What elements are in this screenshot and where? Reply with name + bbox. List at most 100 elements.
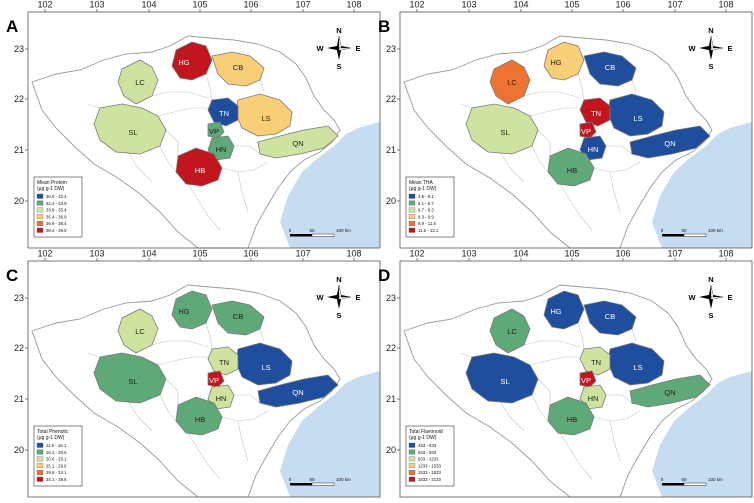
- legend-item-label: 32.4 - 33.9: [46, 201, 67, 206]
- compass-n-label: N: [336, 26, 341, 35]
- district-boundary: [499, 400, 525, 432]
- province-label-hb: HB: [567, 166, 577, 175]
- district-boundary: [237, 171, 249, 213]
- legend-item-label: 11.5 - 13.1: [418, 228, 439, 233]
- legend-unit: (µg g-1 DW): [37, 186, 65, 192]
- province-hg: [543, 41, 585, 81]
- legend-swatch: [408, 193, 416, 199]
- lon-tick-label: 102: [409, 0, 424, 10]
- province-hb: [175, 147, 223, 187]
- compass-rose-icon: [699, 284, 724, 309]
- compass-e-label: E: [355, 293, 360, 302]
- legend-item-label: 1533 - 1833: [418, 470, 442, 475]
- province-vp: [207, 121, 225, 139]
- province-vp: [579, 121, 597, 139]
- legend-item-label: 933 - 1233: [418, 457, 439, 462]
- province-hg: [171, 290, 213, 330]
- district-boundary: [529, 107, 584, 117]
- lon-tick-label: 102: [37, 0, 52, 10]
- legend-item-label: 9.9 - 11.5: [418, 221, 436, 226]
- scale-zero-label: 0: [661, 228, 664, 233]
- lon-tick-label: 103: [461, 0, 476, 10]
- lat-tick-label: 20: [14, 196, 24, 206]
- province-vp: [207, 370, 225, 388]
- panel-letter: D: [378, 266, 390, 285]
- legend-item-label: 36.9 - 38.4: [46, 221, 67, 226]
- province-label-cb: CB: [233, 63, 243, 72]
- sea-area: [280, 122, 380, 248]
- district-boundary: [165, 129, 179, 156]
- district-boundary: [606, 394, 633, 404]
- scale-mid-label: 50: [309, 228, 315, 233]
- district-boundary: [187, 183, 221, 231]
- province-hn: [207, 384, 235, 410]
- map-panel-a: LC HG CB SL TN LS VP HN HB QN 102 103 104 105 106 107 10…: [6, 0, 381, 249]
- lon-tick-label: 104: [141, 249, 156, 259]
- province-label-vp: VP: [209, 376, 219, 385]
- district-boundary: [459, 103, 473, 109]
- lat-tick-label: 21: [14, 394, 24, 404]
- province-ls: [607, 342, 665, 386]
- legend-item-label: 333 - 633: [418, 443, 437, 448]
- map-frame: [399, 11, 753, 249]
- legend-swatch: [36, 207, 44, 213]
- compass-n-label: N: [708, 275, 713, 284]
- lon-tick-label: 104: [141, 0, 156, 10]
- province-qn: [257, 125, 339, 159]
- province-tn: [579, 346, 611, 376]
- province-label-hg: HG: [178, 58, 189, 67]
- province-label-lc: LC: [507, 327, 517, 336]
- legend-item-label: 633 - 933: [418, 450, 437, 455]
- legend-swatch: [408, 207, 416, 213]
- lon-tick-label: 106: [615, 249, 630, 259]
- province-label-vp: VP: [581, 376, 591, 385]
- compass-e-label: E: [355, 44, 360, 53]
- province-label-hn: HN: [216, 394, 227, 403]
- sea-area: [652, 122, 752, 248]
- lat-tick-label: 20: [14, 445, 24, 455]
- legend-item-label: 11.6 - 16.1: [46, 443, 67, 448]
- legend-item-label: 1233 - 1533: [418, 463, 442, 468]
- district-boundary: [577, 322, 585, 350]
- district-boundary: [559, 183, 593, 231]
- district-boundary: [609, 420, 621, 462]
- province-lc: [489, 59, 531, 105]
- province-label-lc: LC: [507, 78, 517, 87]
- compass-rose-icon: [327, 284, 352, 309]
- district-boundary: [609, 171, 621, 213]
- district-boundary: [87, 103, 101, 109]
- legend-swatch: [36, 449, 44, 455]
- scale-end-label: 100 km: [708, 477, 723, 482]
- province-hg: [543, 290, 585, 330]
- province-label-ls: LS: [261, 363, 270, 372]
- province-vp: [579, 370, 597, 388]
- lat-tick-label: 22: [386, 94, 396, 104]
- district-boundary: [237, 420, 249, 462]
- legend-title: Total Phenolic: [37, 429, 69, 435]
- province-label-hg: HG: [550, 58, 561, 67]
- lon-tick-label: 108: [346, 249, 361, 259]
- lat-tick-label: 22: [386, 343, 396, 353]
- legend-item-label: 20.6 - 25.1: [46, 457, 67, 462]
- scale-end-label: 100 km: [336, 228, 351, 233]
- legend-swatch: [36, 214, 44, 220]
- district-boundary: [157, 356, 212, 366]
- map-panel-b: LC HG CB SL TN LS VP HN HB QN 102 103 104 105 106 107 10…: [378, 0, 753, 249]
- map-frame: [27, 11, 381, 249]
- legend-swatch: [36, 200, 44, 206]
- legend-swatch: [408, 456, 416, 462]
- legend-item-label: 5.1 - 6.7: [418, 201, 434, 206]
- compass-w-label: W: [688, 44, 696, 53]
- map-panel-c: LC HG CB SL TN LS VP HN HB QN 102 103 104 105 106 107 10…: [6, 249, 381, 498]
- province-label-sl: SL: [500, 128, 509, 137]
- province-label-tn: TN: [219, 358, 229, 367]
- legend-unit: (µg g-1 DW): [37, 435, 65, 441]
- province-label-sl: SL: [128, 377, 137, 386]
- lon-tick-label: 103: [461, 249, 476, 259]
- lon-tick-label: 108: [718, 249, 733, 259]
- lon-tick-label: 103: [89, 249, 104, 259]
- district-boundary: [234, 394, 261, 404]
- scale-end-label: 100 km: [708, 228, 723, 233]
- province-label-lc: LC: [135, 327, 145, 336]
